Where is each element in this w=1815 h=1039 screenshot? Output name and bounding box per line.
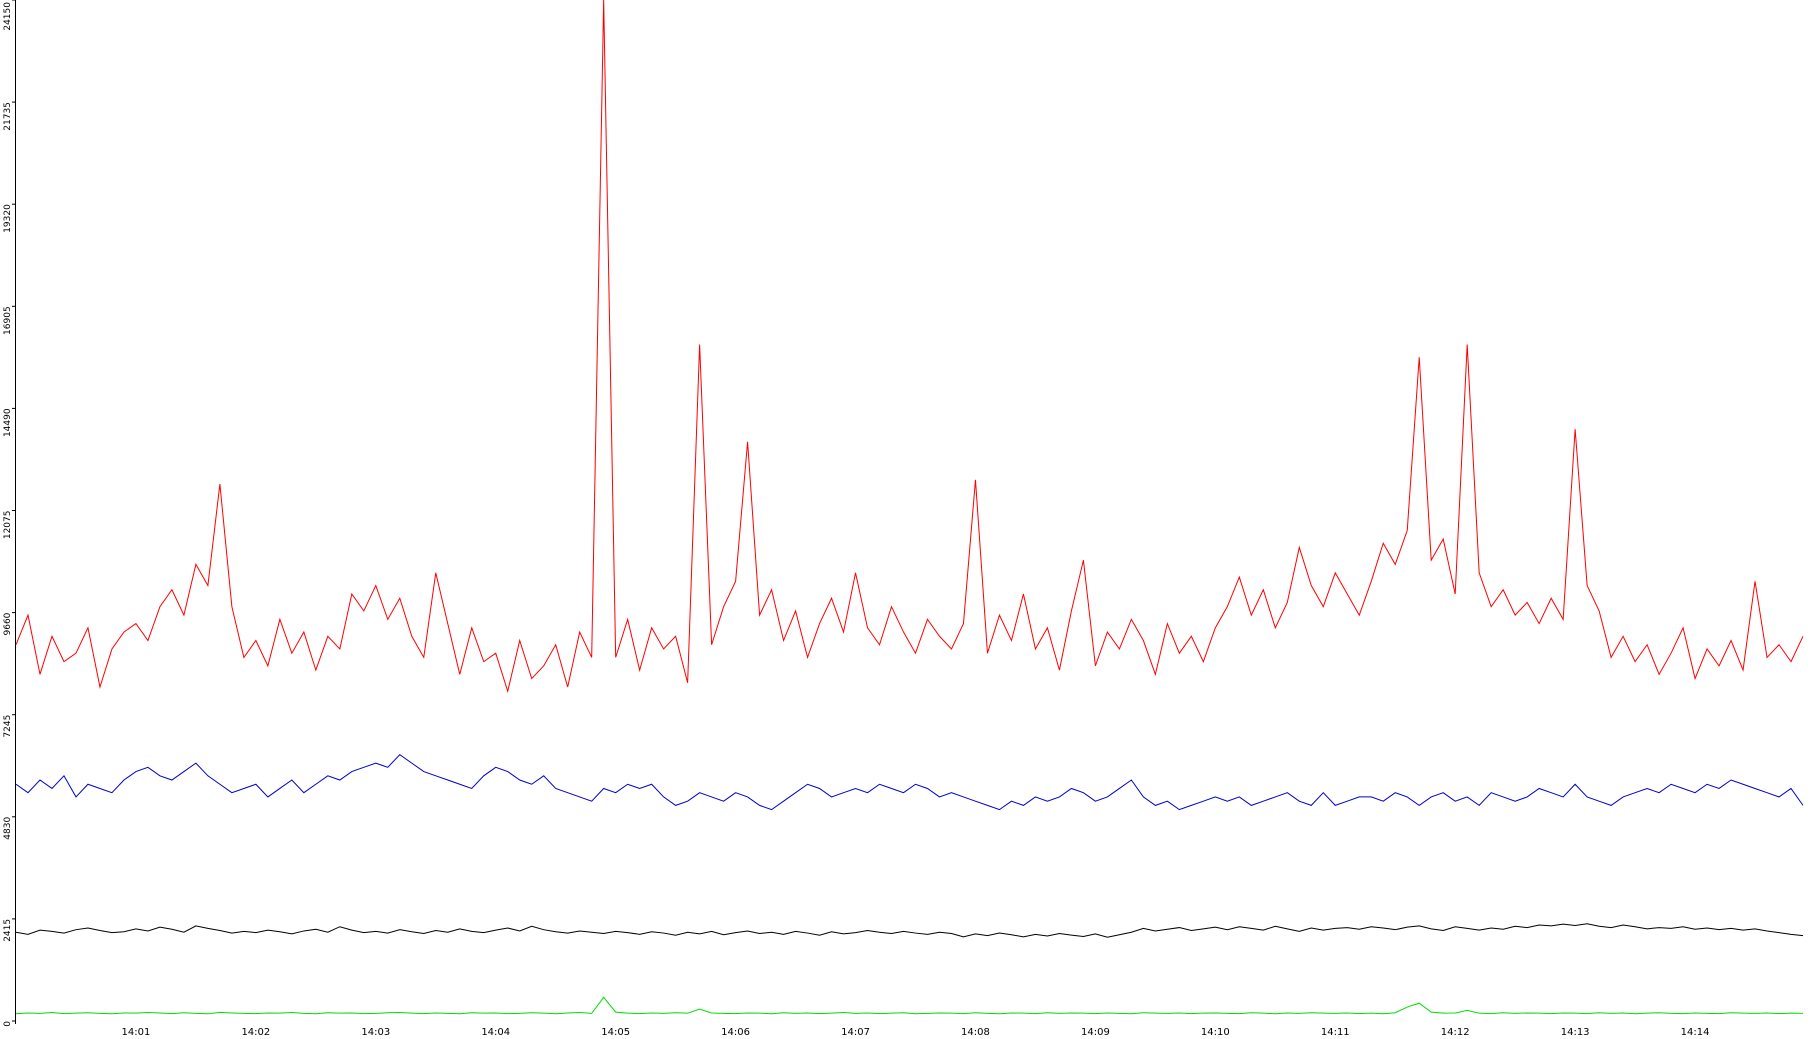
x-tick-label: 14:03: [361, 1027, 390, 1038]
x-tick-label: 14:01: [122, 1027, 151, 1038]
x-tick-label: 14:06: [721, 1027, 750, 1038]
x-tick-label: 14:05: [601, 1027, 630, 1038]
x-tick-label: 14:14: [1681, 1027, 1710, 1038]
y-tick-label: 24150: [3, 2, 13, 31]
x-tick-label: 14:02: [241, 1027, 270, 1038]
y-tick-label: 0: [3, 1021, 13, 1027]
x-tick-label: 14:08: [961, 1027, 990, 1038]
x-tick-label: 14:09: [1081, 1027, 1110, 1038]
x-tick-label: 14:07: [841, 1027, 870, 1038]
x-tick-label: 14:04: [481, 1027, 510, 1038]
x-tick-label: 14:11: [1321, 1027, 1350, 1038]
y-tick-label: 9660: [3, 612, 13, 635]
x-tick-label: 14:12: [1441, 1027, 1470, 1038]
y-tick-label: 16905: [3, 306, 13, 335]
x-tick-label: 14:10: [1201, 1027, 1230, 1038]
series-line: [15, 753, 1804, 811]
y-tick-label: 7245: [3, 715, 13, 738]
y-tick-label: 14490: [3, 408, 13, 437]
y-tick-label: 21735: [3, 102, 13, 131]
series-line: [15, 923, 1804, 938]
y-tick-label: 12075: [3, 511, 13, 540]
y-tick-label: 2415: [3, 919, 13, 942]
y-tick-label: 4830: [3, 817, 13, 840]
x-tick-label: 14:13: [1561, 1027, 1590, 1038]
series-line: [15, 0, 1804, 694]
series-line: [15, 996, 1804, 1015]
y-tick-label: 19320: [3, 204, 13, 233]
